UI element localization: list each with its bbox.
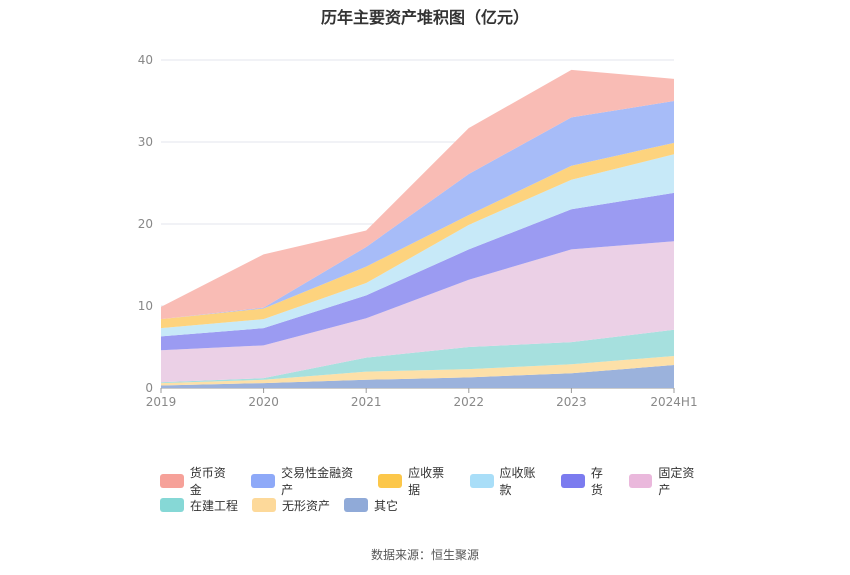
area-series-0[interactable] bbox=[161, 365, 674, 388]
y-tick-label: 10 bbox=[138, 299, 153, 313]
legend-item-notes-receivable[interactable]: 应收票据 bbox=[378, 466, 455, 497]
legend-swatch bbox=[628, 474, 653, 488]
legend-row-2: 在建工程 无形资产 其它 bbox=[160, 497, 720, 513]
legend-row-1: 货币资金 交易性金融资产 应收票据 应收账款 存货 固定资产 bbox=[160, 466, 720, 497]
legend-swatch bbox=[344, 498, 369, 512]
legend-swatch bbox=[378, 474, 403, 488]
legend-swatch bbox=[160, 474, 184, 488]
legend-label: 固定资产 bbox=[658, 466, 695, 497]
y-tick-label: 20 bbox=[138, 217, 153, 231]
area-series-4[interactable] bbox=[161, 192, 674, 351]
area-series-5[interactable] bbox=[161, 154, 674, 337]
x-tick-label: 2022 bbox=[454, 395, 485, 409]
legend-item-trading-assets[interactable]: 交易性金融资产 bbox=[251, 466, 364, 497]
area-series-8[interactable] bbox=[161, 69, 674, 320]
legend: 货币资金 交易性金融资产 应收票据 应收账款 存货 固定资产 在建工程 bbox=[160, 466, 720, 521]
legend-item-cash[interactable]: 货币资金 bbox=[160, 466, 237, 497]
legend-item-construction[interactable]: 在建工程 bbox=[160, 497, 238, 513]
x-tick-label: 2021 bbox=[351, 395, 382, 409]
data-source: 数据来源：恒生聚源 bbox=[370, 548, 479, 562]
chart-title: 历年主要资产堆积图（亿元） bbox=[320, 8, 529, 27]
stacked-area-chart: 0 10 20 30 40 2019 2020 2021 2022 2023 2024H1 bbox=[138, 53, 698, 409]
legend-item-intangible[interactable]: 无形资产 bbox=[252, 497, 330, 513]
x-tick-label: 2024H1 bbox=[650, 395, 697, 409]
legend-swatch bbox=[469, 474, 494, 488]
legend-label: 存货 bbox=[590, 466, 603, 497]
legend-item-accounts-receivable[interactable]: 应收账款 bbox=[469, 466, 547, 497]
legend-label: 其它 bbox=[374, 498, 399, 513]
area-series-3[interactable] bbox=[161, 241, 674, 383]
legend-swatch bbox=[160, 498, 184, 512]
legend-swatch bbox=[561, 474, 585, 488]
x-tick-label: 2019 bbox=[146, 395, 177, 409]
legend-label: 无形资产 bbox=[282, 498, 331, 513]
y-tick-label: 0 bbox=[145, 381, 153, 395]
area-series-7[interactable] bbox=[161, 101, 674, 320]
area-series-6[interactable] bbox=[161, 142, 674, 329]
legend-label: 应收账款 bbox=[499, 466, 536, 497]
y-tick-label: 30 bbox=[138, 135, 153, 149]
legend-swatch bbox=[252, 498, 277, 512]
legend-item-inventory[interactable]: 存货 bbox=[561, 466, 615, 497]
x-tick-label: 2020 bbox=[248, 395, 279, 409]
legend-label: 货币资金 bbox=[189, 466, 226, 497]
legend-label: 应收票据 bbox=[408, 466, 445, 497]
legend-label: 在建工程 bbox=[190, 498, 239, 513]
legend-label: 交易性金融资产 bbox=[281, 466, 354, 497]
legend-item-other[interactable]: 其它 bbox=[344, 497, 398, 513]
legend-item-fixed-assets[interactable]: 固定资产 bbox=[628, 466, 706, 497]
legend-swatch bbox=[251, 474, 276, 488]
area-series-1[interactable] bbox=[161, 356, 674, 386]
y-tick-label: 40 bbox=[138, 53, 153, 67]
area-series-2[interactable] bbox=[161, 329, 674, 384]
x-tick-label: 2023 bbox=[556, 395, 587, 409]
